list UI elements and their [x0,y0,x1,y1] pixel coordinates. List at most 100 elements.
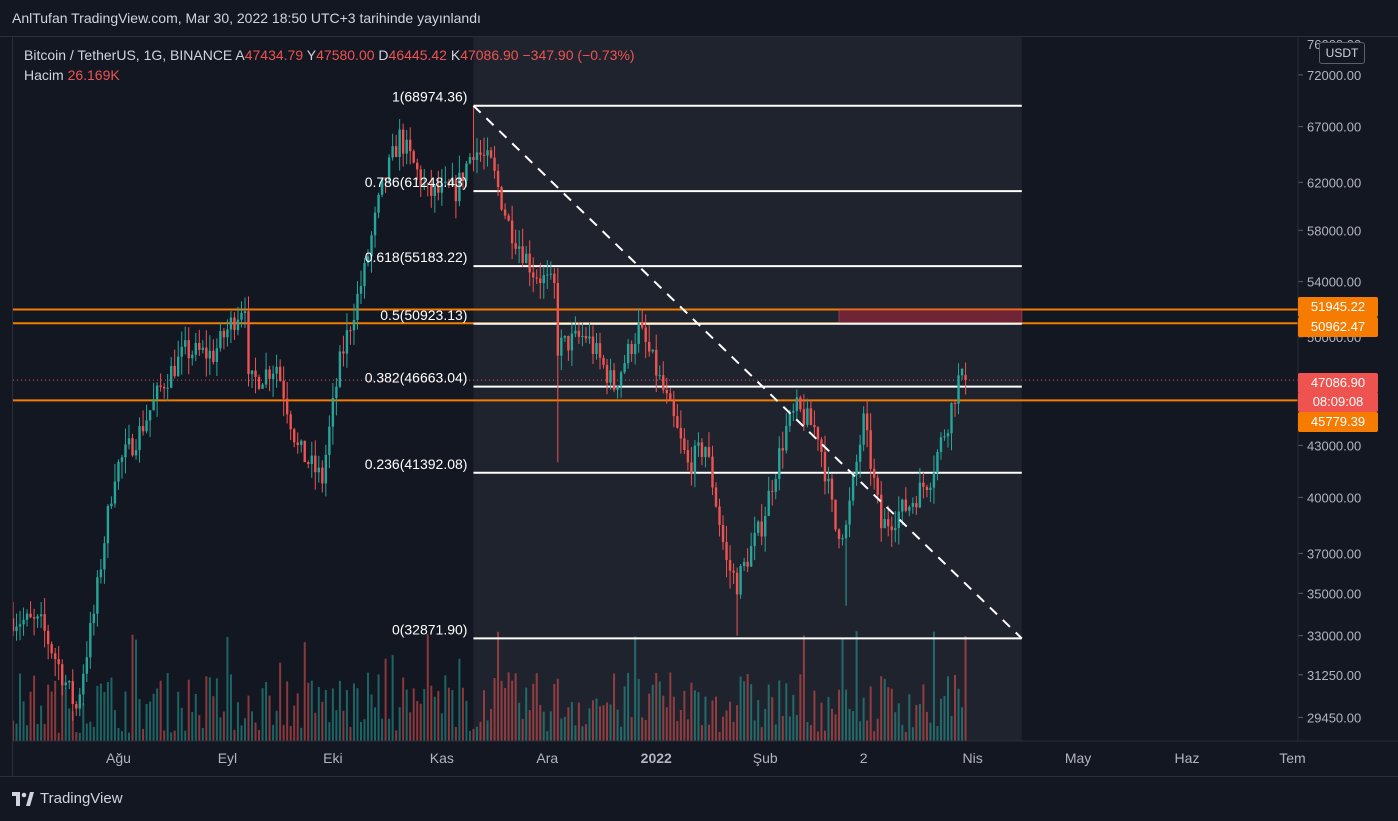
candle [834,499,837,532]
volume-bar [764,709,767,741]
candle-body [314,455,317,473]
candle-body [236,319,240,331]
candle [493,146,496,179]
candle [739,563,742,599]
candle-body [742,561,746,566]
tradingview-logo[interactable]: TradingView [12,790,123,807]
candle-body [127,438,131,445]
candle-body [106,506,110,544]
candle-body [553,273,556,284]
candle [359,270,363,305]
candle-body [226,329,229,338]
volume-bar [268,695,271,741]
candle-body [936,451,939,473]
volume-bar [275,710,278,741]
candle [117,459,120,490]
volume-bar [873,731,876,741]
candle [946,429,950,448]
change-value: −347.90 (−0.73%) [522,47,635,63]
candle-body [257,376,261,389]
candle [155,382,159,417]
candle [458,155,461,207]
resistance-zone[interactable] [838,309,1023,324]
candle-body [837,529,841,539]
volume-bar [848,708,851,741]
price-chart[interactable]: 1(68974.36) 0.786(61248.43) 0.618(55183.22… [13,36,1398,776]
volume-bar [212,696,215,741]
volume-bar [335,710,338,741]
candle-body [735,572,739,595]
candle [887,505,890,537]
candle [581,322,584,347]
downtrend-line[interactable] [472,105,1023,640]
fib-level-label: 0.5(50923.13) [380,307,467,323]
candle [391,133,394,161]
volume-bar [802,635,805,741]
volume-bar [243,718,246,741]
candle-body [191,354,194,359]
candle-body [215,348,219,363]
y-tick-label: 29450.00 [1307,710,1361,725]
candle [180,331,183,375]
volume-label[interactable]: Hacim [24,67,64,83]
candle [676,403,679,429]
candle [32,608,36,636]
candle-body [180,346,183,357]
candle [802,394,806,432]
candle-body [911,503,915,507]
volume-bar [602,705,605,741]
candle [124,428,127,474]
candle-body [809,408,813,426]
volume-bar [131,634,134,741]
candle [816,426,820,451]
symbol-name[interactable]: Bitcoin / TetherUS, 1G, BINANCE [24,47,233,63]
candle [401,123,405,167]
candle-body [268,369,271,379]
candle [173,349,176,379]
volume-bar [852,711,855,741]
y-tick-label: 33000.00 [1307,629,1361,644]
volume-bar [47,684,50,741]
volume-bar [201,728,204,741]
candle-body [496,170,500,188]
volume-bar [71,710,74,741]
volume-bar [918,704,921,741]
candle [278,359,282,382]
candle [254,357,257,394]
currency-badge[interactable]: USDT [1319,42,1365,64]
candle [191,350,194,366]
volume-bar [402,677,405,741]
candle-body [201,347,205,350]
candle-body [300,440,303,446]
volume-bar [560,718,563,741]
candle-body [943,436,946,438]
x-tick-label: Tem [1279,750,1305,766]
candle [201,340,205,354]
candle [451,162,454,187]
candle [855,454,858,486]
chart-frame[interactable]: 1(68974.36) 0.786(61248.43) 0.618(55183.22… [12,36,1398,776]
candle [686,439,690,471]
candle-body [117,461,120,482]
volume-bar [549,711,552,741]
volume-bar [219,717,222,741]
volume-bar [89,721,92,741]
candle [243,297,247,328]
y-tick-label: 54000.00 [1307,275,1361,290]
candle-body [198,342,201,350]
candle [134,439,138,460]
candle-body [792,410,795,413]
high-value: 47580.00 [316,47,375,63]
fib-level-label: 0.382(46663.04) [365,370,468,386]
candle-body [184,340,187,347]
candle [714,482,718,508]
candle [162,383,166,399]
candle-body [57,659,60,665]
volume-bar [637,679,640,741]
candle [774,473,777,500]
volume-bar [180,707,183,741]
volume-bar [693,690,696,741]
candle-body [61,664,64,686]
candle [96,570,99,627]
candle-body [324,454,328,484]
